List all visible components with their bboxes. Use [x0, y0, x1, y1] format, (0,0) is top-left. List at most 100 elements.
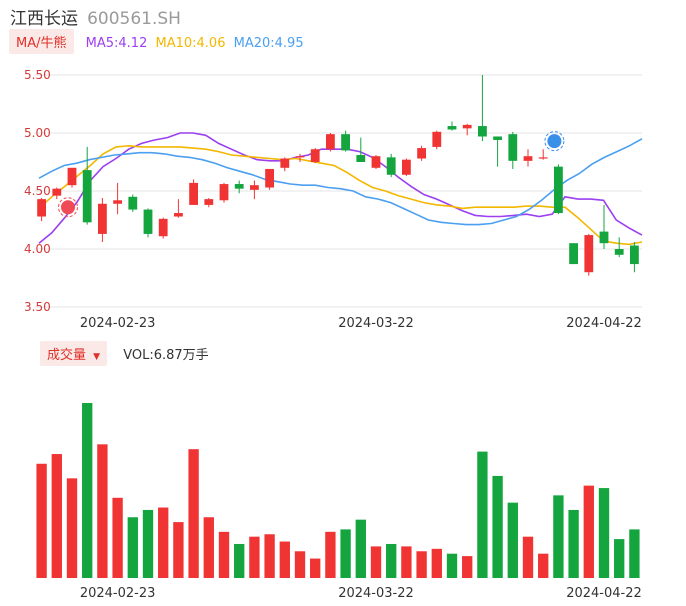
- candle-body: [599, 231, 609, 244]
- volume-bar: [158, 507, 169, 578]
- candle-body: [523, 156, 533, 161]
- volume-bar: [310, 558, 321, 578]
- volume-bar: [249, 536, 260, 578]
- candle-body: [417, 148, 427, 159]
- volume-bar: [203, 517, 214, 578]
- volume-bar: [416, 551, 427, 578]
- candle-body: [249, 185, 259, 190]
- volume-bar: [614, 539, 625, 578]
- price-tick-label: 5.00: [24, 126, 51, 140]
- price-tick-label: 4.50: [24, 184, 51, 198]
- volume-bar: [538, 553, 549, 578]
- volume-bar: [553, 495, 564, 578]
- volume-bar: [598, 488, 610, 578]
- candle-body: [356, 155, 366, 162]
- candle-body: [341, 134, 351, 151]
- candle-body: [204, 199, 214, 205]
- volume-bar: [340, 529, 351, 578]
- bear-badge-icon: [547, 134, 562, 149]
- candle-body: [614, 249, 624, 255]
- volume-bar: [279, 541, 290, 578]
- volume-bar: [234, 543, 245, 578]
- ma-line-ma10: [38, 144, 643, 246]
- candle-body: [432, 131, 442, 147]
- date-axis-top: 2024-02-23 2024-03-22 2024-04-22: [80, 316, 642, 331]
- candle-body: [219, 184, 229, 201]
- volume-bar: [477, 451, 488, 578]
- price-tick-label: 3.50: [24, 300, 51, 314]
- volume-legend: 成交量 ▼ VOL:6.87万手: [40, 341, 209, 366]
- ma20-label: MA20:4.95: [233, 36, 304, 51]
- volume-mode-button[interactable]: 成交量 ▼: [40, 341, 108, 366]
- volume-mode-label: 成交量: [47, 348, 87, 363]
- bear-badge-icon-ring: [544, 131, 565, 152]
- candle-body: [97, 203, 107, 234]
- volume-bar: [173, 522, 184, 578]
- candle-body: [234, 184, 244, 189]
- volume-bar: [51, 454, 62, 578]
- candlesticks: [37, 75, 639, 276]
- stock-title: 江西长运 600561.SH: [10, 4, 181, 29]
- date-axis-bottom: 2024-02-23 2024-03-22 2024-04-22: [80, 586, 642, 601]
- candle-body: [371, 156, 381, 168]
- volume-bar: [264, 534, 275, 578]
- price-grid: [34, 74, 642, 308]
- price-tick-label: 4.00: [24, 242, 51, 256]
- volume-bar: [127, 517, 138, 578]
- volume-bar: [325, 531, 336, 578]
- ma5-label: MA5:4.12: [85, 36, 148, 51]
- dropdown-triangle-icon: ▼: [93, 352, 101, 362]
- volume-bar: [188, 449, 199, 578]
- candle-body: [143, 209, 153, 234]
- chart-badges: [58, 131, 565, 218]
- candle-body: [325, 134, 335, 150]
- volume-bar: [401, 546, 412, 578]
- volume-bars: [36, 403, 640, 578]
- volume-bar: [294, 551, 306, 578]
- volume-bar: [583, 485, 594, 578]
- candle-body: [477, 126, 487, 137]
- stock-name: 江西长运: [10, 9, 78, 29]
- candle-body: [401, 159, 411, 175]
- ma-mode-button[interactable]: MA/牛熊: [9, 29, 74, 54]
- volume-bar: [522, 536, 534, 578]
- candle-body: [82, 170, 92, 223]
- candle-body: [128, 196, 138, 210]
- ma-line-ma5: [38, 132, 643, 244]
- volume-bar: [97, 444, 108, 578]
- bull-badge-icon-ring: [58, 197, 78, 218]
- ma-legend: MA/牛熊 MA5:4.12 MA10:4.06 MA20:4.95: [9, 29, 304, 54]
- volume-bar: [386, 543, 397, 578]
- candle-body: [189, 182, 199, 205]
- bull-badge-icon: [61, 200, 75, 215]
- candle-body: [553, 166, 563, 214]
- volume-bar: [492, 475, 503, 578]
- candle-body: [508, 134, 518, 161]
- candle-body: [280, 158, 290, 168]
- candle-body: [629, 245, 639, 265]
- volume-bar: [370, 546, 382, 578]
- candle-body: [569, 243, 579, 265]
- volume-bar: [142, 509, 154, 578]
- ma-line-ma20: [38, 138, 643, 226]
- candle-body: [295, 156, 305, 158]
- candle-body: [173, 213, 183, 217]
- date-tick-label: 2024-02-23: [80, 316, 156, 331]
- volume-bar: [82, 403, 93, 578]
- price-tick-label: 5.50: [24, 68, 51, 82]
- candle-body: [158, 218, 168, 237]
- date-tick-label: 2024-04-22: [566, 316, 642, 331]
- volume-bar: [629, 529, 640, 578]
- candle-body: [538, 157, 548, 159]
- stock-code: 600561.SH: [87, 9, 181, 29]
- candle-body: [310, 149, 320, 162]
- date-tick-label: 2024-03-22: [338, 316, 414, 331]
- volume-bar: [462, 556, 473, 578]
- volume-bar: [507, 502, 518, 578]
- volume-value-label: VOL:6.87万手: [123, 348, 209, 363]
- date-tick-label: 2024-03-22: [338, 586, 414, 601]
- volume-bar: [112, 497, 123, 578]
- candle-body: [584, 235, 594, 273]
- volume-bar: [431, 548, 442, 578]
